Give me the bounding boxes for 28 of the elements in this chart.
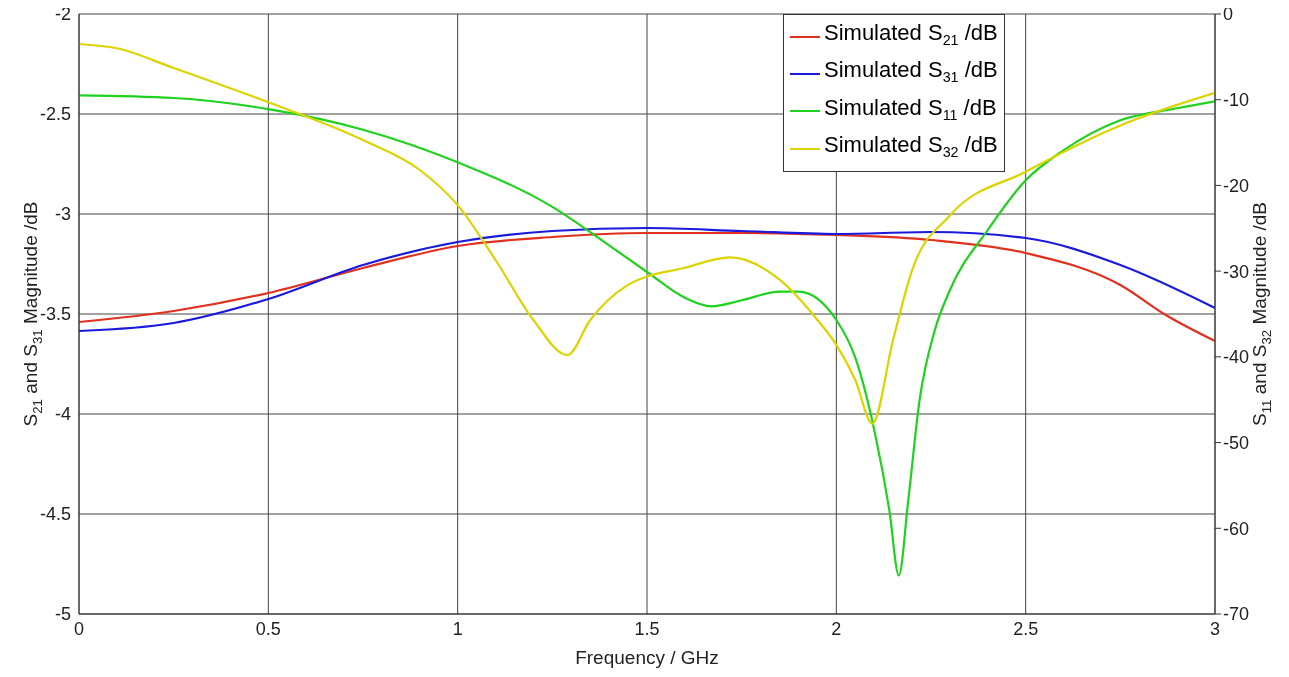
y2-tick-label: -70 xyxy=(1223,604,1250,625)
y-tick-label: -5 xyxy=(54,604,71,625)
x-tick-label: 0.5 xyxy=(255,618,281,639)
y2-tick-label: -30 xyxy=(1223,261,1250,282)
legend-label: Simulated S$_{32}$ /dB xyxy=(824,132,998,161)
x-tick-label: 3 xyxy=(1209,618,1221,639)
legend-label: Simulated S$_{11}$ /dB xyxy=(824,94,997,124)
x-tick-label: 0 xyxy=(73,618,85,639)
y-tick-label: -4 xyxy=(54,404,71,425)
y-tick-label: -4.5 xyxy=(39,504,71,525)
x-tick-label: 2.5 xyxy=(1013,618,1039,639)
y2-tick-label: -50 xyxy=(1223,432,1250,453)
legend-label: Simulated S$_{21}$ /dB xyxy=(824,20,998,49)
x-tick-label: 1.5 xyxy=(634,618,660,639)
y2-tick-label: -40 xyxy=(1223,347,1250,368)
y-tick-label: -2 xyxy=(54,4,71,25)
x-axis-title: Frequency / GHz xyxy=(575,647,719,668)
x-tick-label: 2 xyxy=(831,618,842,639)
y2-tick-label: 0 xyxy=(1223,4,1234,25)
line-series xyxy=(79,94,1215,577)
y2-tick-label: -10 xyxy=(1223,90,1250,111)
y-tick-label: -3 xyxy=(54,204,71,225)
x-tick-label: 1 xyxy=(452,618,463,639)
y-tick-label: -3.5 xyxy=(39,304,71,325)
legend-label: Simulated S$_{31}$ /dB xyxy=(824,57,998,86)
y-tick-label: -2.5 xyxy=(39,104,71,125)
y2-tick-label: -20 xyxy=(1223,175,1250,196)
y2-tick-label: -60 xyxy=(1223,518,1250,539)
